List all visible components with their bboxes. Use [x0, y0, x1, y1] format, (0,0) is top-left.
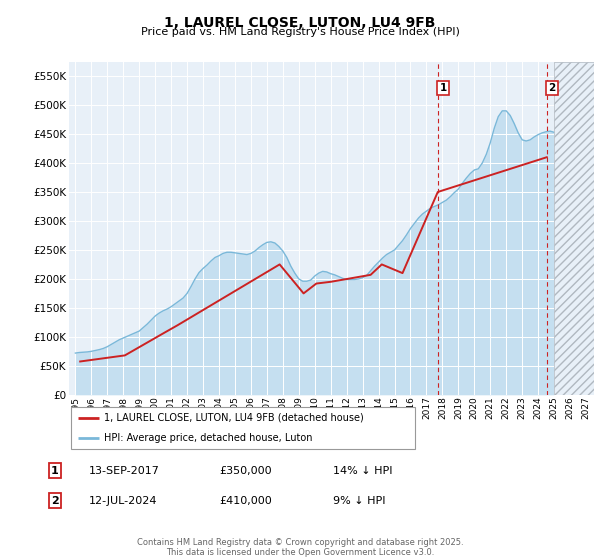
Text: £410,000: £410,000 [219, 496, 272, 506]
Text: Price paid vs. HM Land Registry's House Price Index (HPI): Price paid vs. HM Land Registry's House … [140, 27, 460, 37]
Text: 13-SEP-2017: 13-SEP-2017 [89, 466, 160, 476]
Text: 9% ↓ HPI: 9% ↓ HPI [333, 496, 386, 506]
Text: 1: 1 [439, 83, 446, 92]
Text: 1, LAUREL CLOSE, LUTON, LU4 9FB (detached house): 1, LAUREL CLOSE, LUTON, LU4 9FB (detache… [104, 413, 364, 423]
Text: 2: 2 [548, 83, 556, 92]
FancyBboxPatch shape [71, 407, 415, 449]
Text: 14% ↓ HPI: 14% ↓ HPI [333, 466, 392, 476]
Text: 2: 2 [51, 496, 59, 506]
Text: Contains HM Land Registry data © Crown copyright and database right 2025.
This d: Contains HM Land Registry data © Crown c… [137, 538, 463, 557]
Text: 12-JUL-2024: 12-JUL-2024 [89, 496, 157, 506]
Text: HPI: Average price, detached house, Luton: HPI: Average price, detached house, Luto… [104, 433, 313, 443]
Text: 1, LAUREL CLOSE, LUTON, LU4 9FB: 1, LAUREL CLOSE, LUTON, LU4 9FB [164, 16, 436, 30]
Text: £350,000: £350,000 [219, 466, 272, 476]
Text: 1: 1 [51, 466, 59, 476]
